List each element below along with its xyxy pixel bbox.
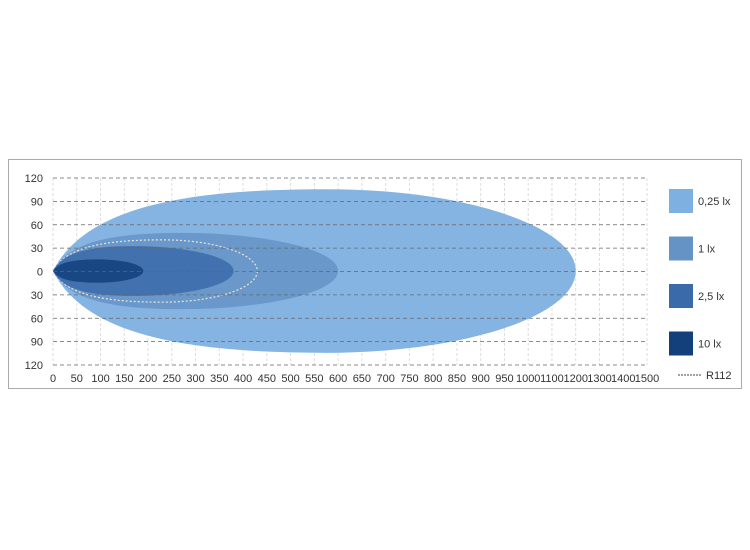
x-tick-label: 400 xyxy=(234,373,252,385)
legend-swatch xyxy=(669,189,693,213)
x-tick-label: 300 xyxy=(186,373,204,385)
x-tick-label: 200 xyxy=(139,373,157,385)
beam-shapes xyxy=(52,189,576,353)
legend-label: 1 lx xyxy=(698,244,716,256)
y-tick-label: 120 xyxy=(25,173,43,185)
x-tick-label: 50 xyxy=(71,373,83,385)
beam-10-lx xyxy=(53,259,144,283)
x-tick-label: 100 xyxy=(91,373,109,385)
x-tick-label: 150 xyxy=(115,373,133,385)
x-tick-label: 250 xyxy=(163,373,181,385)
x-tick-label: 750 xyxy=(400,373,418,385)
y-tick-label: 120 xyxy=(25,360,43,372)
x-tick-label: 350 xyxy=(210,373,228,385)
y-tick-labels: 120 90 60 30 0 30 60 90 120 xyxy=(25,173,43,372)
x-tick-label: 1000 xyxy=(516,373,540,385)
x-tick-label: 1200 xyxy=(563,373,587,385)
x-tick-label: 800 xyxy=(424,373,442,385)
y-tick-label: 30 xyxy=(31,290,43,302)
legend-swatch xyxy=(669,284,693,308)
legend-label: R112 xyxy=(706,370,731,382)
x-tick-label: 700 xyxy=(376,373,394,385)
y-tick-label: 90 xyxy=(31,337,43,349)
x-tick-label: 600 xyxy=(329,373,347,385)
y-tick-label: 90 xyxy=(31,196,43,208)
x-tick-label: 550 xyxy=(305,373,323,385)
legend-swatch xyxy=(669,331,693,356)
x-tick-labels: 0 50 100 150 200 250 300 350 400 450 500 550 600 650 7… xyxy=(50,373,659,385)
horizontal-gridlines xyxy=(53,177,647,366)
x-tick-label: 950 xyxy=(495,373,513,385)
legend-label: 0,25 lx xyxy=(698,196,731,208)
x-tick-label: 1500 xyxy=(635,373,659,385)
reference-r112-outline xyxy=(52,239,258,303)
x-tick-label: 1300 xyxy=(587,373,611,385)
x-tick-label: 0 xyxy=(50,373,56,385)
x-tick-label: 500 xyxy=(281,373,299,385)
x-tick-label: 650 xyxy=(353,373,371,385)
x-tick-label: 450 xyxy=(258,373,276,385)
legend-label: 2,5 lx xyxy=(698,291,725,303)
y-tick-label: 0 xyxy=(37,267,43,279)
y-tick-label: 60 xyxy=(31,313,43,325)
legend: 0,25 lx 1 lx 2,5 lx 10 lx R112 xyxy=(669,189,731,382)
x-tick-label: 1100 xyxy=(540,373,564,385)
legend-swatch xyxy=(669,236,693,261)
y-tick-label: 60 xyxy=(31,220,43,232)
legend-label: 10 lx xyxy=(698,339,722,351)
y-tick-label: 30 xyxy=(31,243,43,255)
x-tick-label: 900 xyxy=(472,373,490,385)
x-tick-label: 850 xyxy=(448,373,466,385)
x-tick-label: 1400 xyxy=(611,373,635,385)
